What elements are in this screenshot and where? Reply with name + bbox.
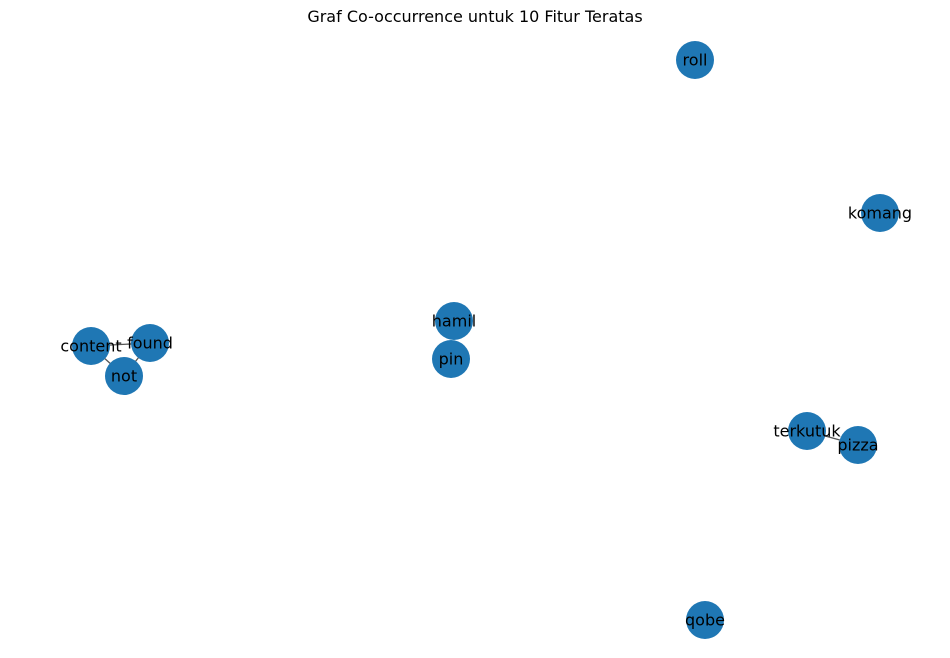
node-label-pin: pin <box>439 350 464 369</box>
node-label-not: not <box>111 367 137 386</box>
node-pizza <box>839 426 877 464</box>
edges-layer <box>90 342 859 446</box>
node-pin <box>432 340 470 378</box>
node-found <box>131 324 169 362</box>
node-label-komang: komang <box>848 204 912 223</box>
node-terkutuk <box>788 412 826 450</box>
node-circle-pizza <box>839 426 877 464</box>
node-label-roll: roll <box>683 51 708 70</box>
node-qobe <box>686 601 724 639</box>
node-label-terkutuk: terkutuk <box>773 422 841 441</box>
node-circle-komang <box>861 194 899 232</box>
node-content <box>72 327 110 365</box>
node-label-qobe: qobe <box>685 611 725 630</box>
node-circle-pin <box>432 340 470 378</box>
node-hamil <box>435 302 473 340</box>
graph-title: Graf Co-occurrence untuk 10 Fitur Terata… <box>307 7 643 26</box>
node-circle-roll <box>676 41 714 79</box>
node-roll <box>676 41 714 79</box>
node-komang <box>861 194 899 232</box>
node-circle-hamil <box>435 302 473 340</box>
nodes-layer: content found not hamil pin roll komang terkutu… <box>60 41 912 639</box>
node-circle-not <box>105 357 143 395</box>
node-label-pizza: pizza <box>837 436 878 455</box>
node-circle-terkutuk <box>788 412 826 450</box>
node-circle-qobe <box>686 601 724 639</box>
node-circle-content <box>72 327 110 365</box>
node-label-hamil: hamil <box>432 312 476 331</box>
node-label-found: found <box>127 334 173 353</box>
node-label-content: content <box>60 337 121 356</box>
node-circle-found <box>131 324 169 362</box>
node-not <box>105 357 143 395</box>
